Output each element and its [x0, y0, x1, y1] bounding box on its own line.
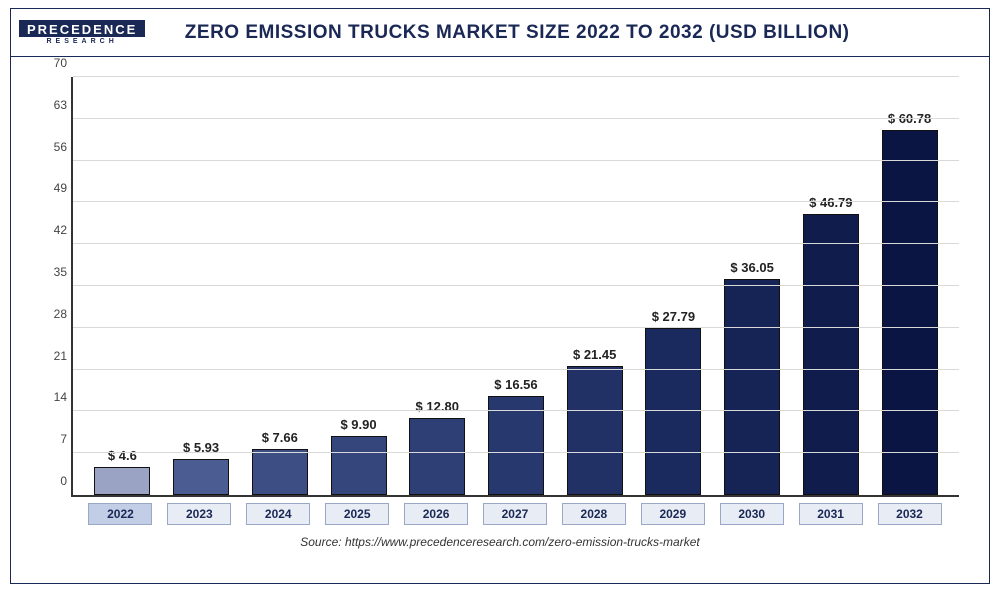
bar-column: $ 12.80 [405, 399, 469, 495]
y-tick-label: 56 [41, 140, 67, 154]
bar-value-label: $ 21.45 [573, 347, 616, 362]
y-tick-label: 49 [41, 181, 67, 195]
plot-area: $ 4.6 $ 5.93 $ 7.66 $ 9.90 $ 12.80 $ 16.56 $ 2… [71, 77, 959, 497]
bar-value-label: $ 12.80 [416, 399, 459, 414]
y-tick-label: 28 [41, 307, 67, 321]
chart-header: PRECEDENCE RESEARCH ZERO EMISSION TRUCKS… [11, 9, 989, 57]
bar [173, 459, 229, 495]
gridline [73, 410, 959, 411]
gridline [73, 243, 959, 244]
chart-area: $ 4.6 $ 5.93 $ 7.66 $ 9.90 $ 12.80 $ 16.56 $ 2… [11, 57, 989, 537]
gridline [73, 327, 959, 328]
y-tick-label: 0 [41, 474, 67, 488]
bar [252, 449, 308, 495]
bar-value-label: $ 9.90 [340, 417, 376, 432]
bar-value-label: $ 60.78 [888, 111, 931, 126]
brand-logo: PRECEDENCE RESEARCH [19, 20, 145, 45]
gridline [73, 285, 959, 286]
x-tick-label: 2025 [325, 503, 389, 525]
bars-container: $ 4.6 $ 5.93 $ 7.66 $ 9.90 $ 12.80 $ 16.56 $ 2… [73, 77, 959, 495]
x-tick-label: 2028 [562, 503, 626, 525]
bar [724, 279, 780, 495]
y-tick-label: 7 [41, 432, 67, 446]
bar-value-label: $ 4.6 [108, 448, 137, 463]
gridline [73, 452, 959, 453]
bar-value-label: $ 16.56 [494, 377, 537, 392]
y-tick-label: 42 [41, 223, 67, 237]
x-tick-label: 2031 [799, 503, 863, 525]
bar [94, 467, 150, 495]
gridline [73, 369, 959, 370]
bar-value-label: $ 7.66 [262, 430, 298, 445]
x-axis: 2022 2023 2024 2025 2026 2027 2028 2029 2030 2031… [71, 503, 959, 525]
y-tick-label: 63 [41, 98, 67, 112]
bar-value-label: $ 27.79 [652, 309, 695, 324]
x-tick-label: 2023 [167, 503, 231, 525]
x-tick-label: 2022 [88, 503, 152, 525]
bar-column: $ 4.6 [90, 448, 154, 495]
bar-value-label: $ 36.05 [730, 260, 773, 275]
x-tick-label: 2027 [483, 503, 547, 525]
gridline [73, 160, 959, 161]
gridline [73, 76, 959, 77]
y-tick-label: 35 [41, 265, 67, 279]
x-tick-label: 2026 [404, 503, 468, 525]
bar [409, 418, 465, 495]
bar-column: $ 60.78 [878, 111, 942, 495]
x-tick-label: 2029 [641, 503, 705, 525]
bar-value-label: $ 46.79 [809, 195, 852, 210]
bar-column: $ 9.90 [327, 417, 391, 495]
y-tick-label: 14 [41, 390, 67, 404]
x-tick-label: 2024 [246, 503, 310, 525]
chart-title: ZERO EMISSION TRUCKS MARKET SIZE 2022 TO… [163, 22, 981, 44]
source-text: Source: https://www.precedenceresearch.c… [11, 535, 989, 549]
bar-column: $ 7.66 [248, 430, 312, 495]
bar-column: $ 36.05 [720, 260, 784, 495]
brand-name: PRECEDENCE [19, 20, 145, 37]
bar [331, 436, 387, 495]
gridline [73, 201, 959, 202]
bar-column: $ 46.79 [799, 195, 863, 495]
x-tick-label: 2032 [878, 503, 942, 525]
bar [882, 130, 938, 495]
bar-column: $ 27.79 [641, 309, 705, 495]
brand-sub: RESEARCH [47, 38, 118, 45]
bar [645, 328, 701, 495]
bar [567, 366, 623, 495]
y-tick-label: 21 [41, 349, 67, 363]
y-tick-label: 70 [41, 56, 67, 70]
x-tick-label: 2030 [720, 503, 784, 525]
bar-column: $ 16.56 [484, 377, 548, 495]
chart-frame: PRECEDENCE RESEARCH ZERO EMISSION TRUCKS… [10, 8, 990, 584]
bar-column: $ 5.93 [169, 440, 233, 495]
gridline [73, 118, 959, 119]
